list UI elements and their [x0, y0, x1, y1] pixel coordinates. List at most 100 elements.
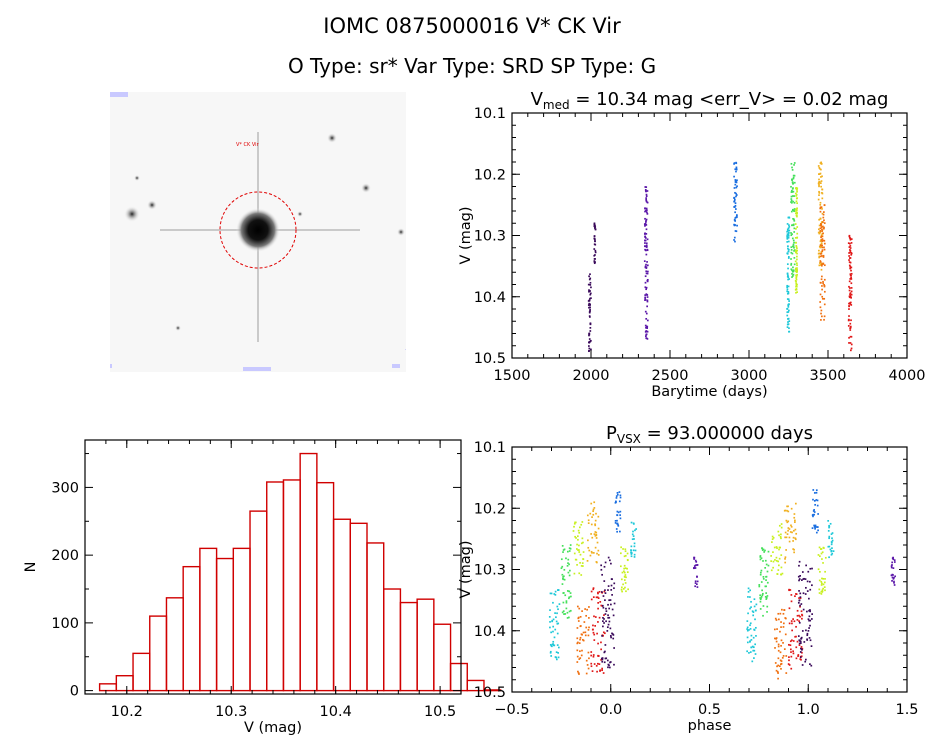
data-point — [817, 228, 820, 231]
data-point — [765, 597, 768, 599]
data-point — [850, 272, 853, 275]
data-point — [824, 570, 826, 573]
data-point — [817, 231, 820, 234]
data-point — [799, 605, 801, 608]
data-point — [795, 625, 797, 628]
data-point — [795, 186, 798, 189]
data-point — [624, 554, 627, 557]
data-point — [561, 583, 564, 585]
data-point — [608, 664, 610, 667]
data-point — [792, 182, 794, 185]
data-point — [818, 178, 820, 181]
data-segment — [817, 546, 827, 595]
data-point — [850, 347, 853, 350]
data-point — [773, 546, 776, 549]
data-point — [612, 637, 615, 640]
data-point — [787, 233, 790, 236]
data-point — [790, 620, 793, 622]
data-point — [644, 217, 646, 220]
data-point — [594, 531, 597, 533]
data-point — [586, 559, 589, 562]
data-point — [819, 306, 822, 309]
data-point — [589, 322, 592, 325]
data-point — [597, 621, 599, 623]
data-point — [762, 605, 765, 607]
data-point — [605, 610, 608, 613]
data-point — [603, 590, 606, 593]
data-point — [576, 535, 579, 538]
data-point — [777, 564, 780, 567]
data-point — [819, 570, 821, 573]
data-point — [795, 209, 798, 212]
data-point — [578, 526, 581, 529]
data-point — [578, 572, 581, 575]
data-point — [589, 284, 592, 286]
data-point — [811, 567, 813, 570]
data-point — [820, 235, 823, 238]
data-point — [556, 605, 559, 608]
data-point — [787, 248, 790, 251]
data-point — [795, 188, 798, 190]
data-point — [778, 557, 781, 560]
data-point — [696, 580, 699, 583]
data-point — [792, 650, 794, 653]
data-point — [850, 282, 853, 285]
data-point — [613, 663, 615, 666]
x-tick-label: 1.5 — [895, 702, 918, 718]
data-point — [581, 638, 584, 641]
data-point — [735, 230, 738, 233]
data-point — [799, 597, 802, 599]
data-point — [579, 553, 582, 556]
data-point — [764, 595, 767, 598]
data-point — [779, 659, 782, 662]
data-point — [824, 556, 827, 559]
data-point — [785, 672, 788, 674]
data-point — [594, 228, 597, 231]
data-point — [823, 586, 826, 589]
data-point — [633, 538, 635, 540]
data-point — [791, 224, 794, 226]
data-point — [624, 567, 627, 570]
data-point — [597, 592, 599, 595]
data-point — [779, 535, 782, 538]
data-point — [624, 582, 627, 584]
target-circle — [219, 191, 297, 269]
data-point — [623, 571, 626, 574]
data-point — [597, 527, 600, 530]
data-point — [589, 277, 592, 280]
y-tick-label: 10.2 — [474, 167, 506, 183]
data-point — [696, 576, 698, 578]
data-point — [795, 268, 797, 271]
data-point — [633, 553, 636, 556]
data-point — [777, 612, 780, 615]
data-point — [795, 284, 798, 287]
data-point — [616, 530, 618, 533]
data-point — [820, 552, 823, 555]
data-point — [786, 233, 789, 235]
data-point — [601, 669, 603, 672]
data-point — [804, 578, 807, 580]
data-point — [576, 661, 579, 663]
data-point — [734, 179, 737, 181]
data-point — [799, 642, 802, 644]
data-point — [551, 645, 553, 648]
data-point — [734, 211, 736, 214]
data-point — [619, 496, 622, 499]
data-point — [747, 587, 750, 590]
data-point — [819, 264, 822, 266]
data-point — [595, 537, 598, 539]
data-point — [850, 238, 853, 240]
data-point — [814, 503, 817, 506]
data-point — [752, 636, 755, 639]
data-point — [598, 663, 601, 665]
data-point — [850, 335, 853, 338]
data-point — [787, 311, 790, 313]
x-axis-label: Barytime (days) — [651, 384, 767, 400]
data-point — [780, 663, 782, 666]
data-point — [850, 319, 852, 322]
data-point — [588, 350, 590, 353]
data-point — [644, 248, 646, 251]
data-segment — [811, 489, 819, 534]
data-point — [577, 672, 580, 674]
data-point — [793, 620, 796, 623]
